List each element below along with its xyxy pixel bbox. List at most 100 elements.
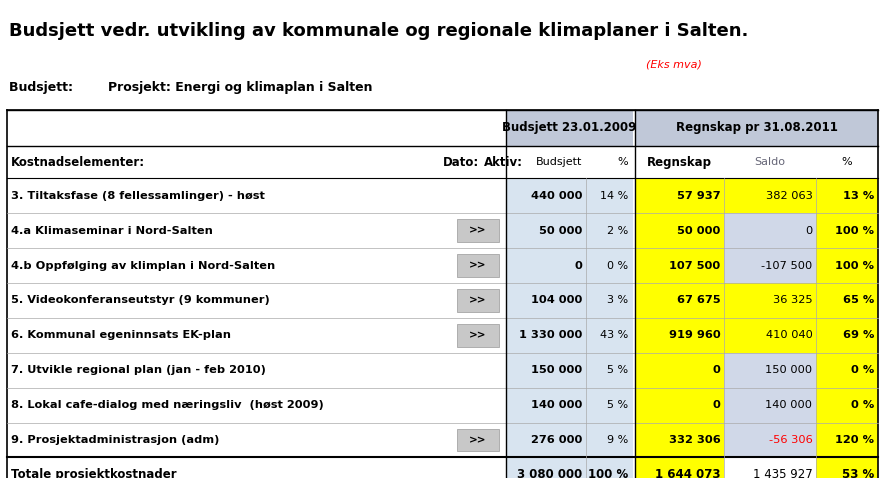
Text: 140 000: 140 000: [531, 400, 582, 410]
Bar: [724, 283, 816, 318]
Bar: [457, 254, 499, 277]
Text: >>: >>: [469, 330, 487, 340]
Text: 69 %: 69 %: [843, 330, 874, 340]
Text: Budsjett vedr. utvikling av kommunale og regionale klimaplaner i Salten.: Budsjett vedr. utvikling av kommunale og…: [9, 22, 748, 40]
Point: [719, 175, 729, 181]
Text: Totale prosjektkostnader: Totale prosjektkostnader: [11, 468, 176, 478]
Text: 2 %: 2 %: [607, 226, 628, 236]
Text: 410 040: 410 040: [766, 330, 812, 340]
Bar: [816, 423, 878, 457]
Bar: [724, 457, 816, 478]
Text: 3 080 000: 3 080 000: [517, 468, 582, 478]
Text: %: %: [618, 157, 628, 167]
Text: 140 000: 140 000: [766, 400, 812, 410]
Bar: [724, 318, 816, 353]
Text: Regnskap: Regnskap: [647, 155, 712, 169]
Text: %: %: [842, 157, 852, 167]
Text: 120 %: 120 %: [835, 435, 874, 445]
Bar: [816, 457, 878, 478]
Bar: [635, 213, 724, 248]
Bar: [724, 178, 816, 213]
Point: [581, 175, 591, 181]
Text: 7. Utvikle regional plan (jan - feb 2010): 7. Utvikle regional plan (jan - feb 2010…: [11, 365, 265, 375]
Text: 332 306: 332 306: [669, 435, 720, 445]
Text: 100 %: 100 %: [835, 226, 874, 236]
Text: Kostnadselementer:: Kostnadselementer:: [11, 155, 145, 169]
Text: 0 %: 0 %: [851, 365, 874, 375]
Text: Regnskap pr 31.08.2011: Regnskap pr 31.08.2011: [676, 121, 837, 134]
Bar: [506, 110, 633, 146]
Bar: [724, 213, 816, 248]
Text: 0 %: 0 %: [851, 400, 874, 410]
Bar: [635, 353, 724, 388]
Text: (Eks mva): (Eks mva): [646, 60, 702, 70]
Text: 57 937: 57 937: [677, 191, 720, 201]
Text: Dato:: Dato:: [442, 155, 479, 169]
Text: Aktiv:: Aktiv:: [484, 155, 523, 169]
Text: -56 306: -56 306: [769, 435, 812, 445]
Text: 65 %: 65 %: [843, 295, 874, 305]
Text: 3 %: 3 %: [607, 295, 628, 305]
Text: Budsjett: Budsjett: [536, 157, 582, 167]
Text: 4.b Oppfølging av klimplan i Nord-Salten: 4.b Oppfølging av klimplan i Nord-Salten: [11, 261, 275, 271]
Text: >>: >>: [469, 261, 487, 271]
Bar: [816, 353, 878, 388]
Bar: [635, 110, 878, 146]
Bar: [724, 388, 816, 423]
Bar: [506, 178, 633, 478]
Text: 5. Videokonferanseutstyr (9 kommuner): 5. Videokonferanseutstyr (9 kommuner): [11, 295, 269, 305]
Text: 0: 0: [805, 226, 812, 236]
Bar: [816, 388, 878, 423]
Text: 276 000: 276 000: [531, 435, 582, 445]
Text: 1 644 073: 1 644 073: [655, 468, 720, 478]
Text: 5 %: 5 %: [607, 400, 628, 410]
Text: 0: 0: [712, 365, 720, 375]
Text: Saldo: Saldo: [754, 157, 786, 167]
Text: 9 %: 9 %: [607, 435, 628, 445]
Text: >>: >>: [469, 435, 487, 445]
Text: 0 %: 0 %: [607, 261, 628, 271]
Bar: [635, 248, 724, 283]
Bar: [635, 423, 724, 457]
Text: Budsjett:        Prosjekt: Energi og klimaplan i Salten: Budsjett: Prosjekt: Energi og klimaplan …: [9, 81, 373, 94]
Bar: [635, 178, 724, 213]
Text: 104 000: 104 000: [531, 295, 582, 305]
Bar: [506, 457, 633, 478]
Bar: [816, 248, 878, 283]
Text: -107 500: -107 500: [761, 261, 812, 271]
Text: 1 435 927: 1 435 927: [752, 468, 812, 478]
Text: 8. Lokal cafe-dialog med næringsliv  (høst 2009): 8. Lokal cafe-dialog med næringsliv (høs…: [11, 400, 323, 410]
Text: >>: >>: [469, 295, 487, 305]
Text: 53 %: 53 %: [843, 468, 874, 478]
Bar: [635, 457, 724, 478]
Text: 100 %: 100 %: [835, 261, 874, 271]
Text: 67 675: 67 675: [677, 295, 720, 305]
Text: 150 000: 150 000: [766, 365, 812, 375]
Text: 0: 0: [712, 400, 720, 410]
Text: 100 %: 100 %: [589, 468, 628, 478]
Bar: [457, 324, 499, 347]
Text: Budsjett 23.01.2009: Budsjett 23.01.2009: [503, 121, 636, 134]
Text: 14 %: 14 %: [600, 191, 628, 201]
Bar: [816, 178, 878, 213]
Point: [630, 107, 641, 113]
Bar: [635, 318, 724, 353]
Text: 50 000: 50 000: [677, 226, 720, 236]
Bar: [635, 388, 724, 423]
Text: >>: >>: [469, 226, 487, 236]
Point: [501, 107, 512, 113]
Bar: [816, 318, 878, 353]
Text: 0: 0: [574, 261, 582, 271]
Point: [2, 107, 12, 113]
Point: [811, 175, 821, 181]
Bar: [457, 219, 499, 242]
Bar: [724, 353, 816, 388]
Text: 5 %: 5 %: [607, 365, 628, 375]
Text: 9. Prosjektadministrasjon (adm): 9. Prosjektadministrasjon (adm): [11, 435, 219, 445]
Bar: [457, 428, 499, 451]
Text: 3. Tiltaksfase (8 fellessamlinger) - høst: 3. Tiltaksfase (8 fellessamlinger) - høs…: [11, 191, 265, 201]
Text: 4.a Klimaseminar i Nord-Salten: 4.a Klimaseminar i Nord-Salten: [11, 226, 212, 236]
Bar: [816, 213, 878, 248]
Bar: [816, 283, 878, 318]
Bar: [724, 248, 816, 283]
